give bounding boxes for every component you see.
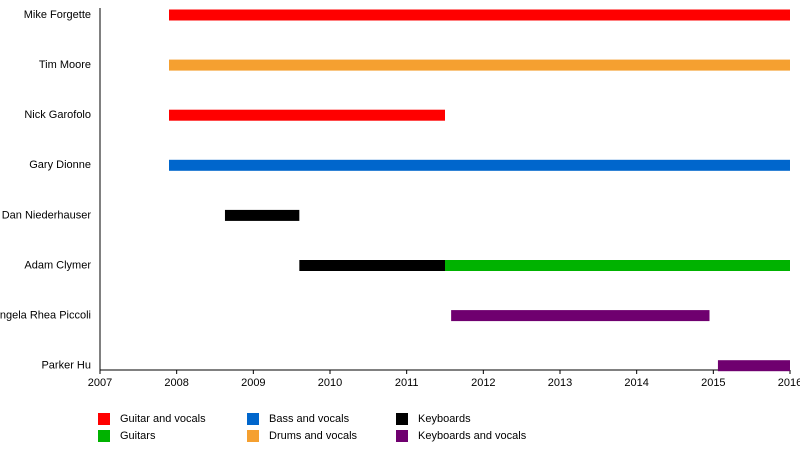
legend-label: Drums and vocals	[269, 430, 358, 442]
x-tick-label: 2009	[241, 377, 265, 389]
tenure-bar	[224, 209, 300, 221]
legend-swatch	[98, 430, 110, 442]
legend-label: Guitars	[120, 430, 156, 442]
member-label: Nick Garofolo	[24, 109, 91, 121]
legend-swatch	[98, 413, 110, 425]
member-label: Angela Rhea Piccoli	[0, 310, 91, 322]
legend-swatch	[396, 413, 408, 425]
member-label: Gary Dionne	[29, 159, 91, 171]
legend-swatch	[247, 430, 259, 442]
legend-label: Keyboards and vocals	[418, 430, 527, 442]
legend-label: Guitar and vocals	[120, 413, 206, 425]
x-tick-label: 2016	[778, 377, 800, 389]
tenure-bar	[169, 109, 445, 121]
x-tick-label: 2007	[88, 377, 112, 389]
tenure-bar	[717, 360, 790, 372]
member-label: Parker Hu	[41, 360, 91, 372]
tenure-bar	[299, 260, 445, 271]
member-label: Tim Moore	[39, 59, 91, 71]
tenure-bar	[169, 9, 790, 21]
x-tick-label: 2010	[318, 377, 342, 389]
member-label: Adam Clymer	[24, 259, 91, 271]
member-label: Dan Niederhauser	[2, 209, 92, 221]
member-label: Mike Forgette	[24, 9, 91, 21]
x-tick-label: 2014	[624, 377, 648, 389]
tenure-bar	[169, 59, 790, 71]
x-tick-label: 2011	[395, 377, 419, 389]
tenure-bar	[445, 260, 790, 271]
tenure-bar	[451, 310, 710, 322]
legend-swatch	[247, 413, 259, 425]
tenure-bar	[169, 159, 790, 171]
x-tick-label: 2008	[164, 377, 188, 389]
x-tick-label: 2012	[471, 377, 495, 389]
legend-label: Keyboards	[418, 413, 471, 425]
x-tick-label: 2013	[548, 377, 572, 389]
legend-swatch	[396, 430, 408, 442]
legend-label: Bass and vocals	[269, 413, 350, 425]
x-tick-label: 2015	[701, 377, 725, 389]
